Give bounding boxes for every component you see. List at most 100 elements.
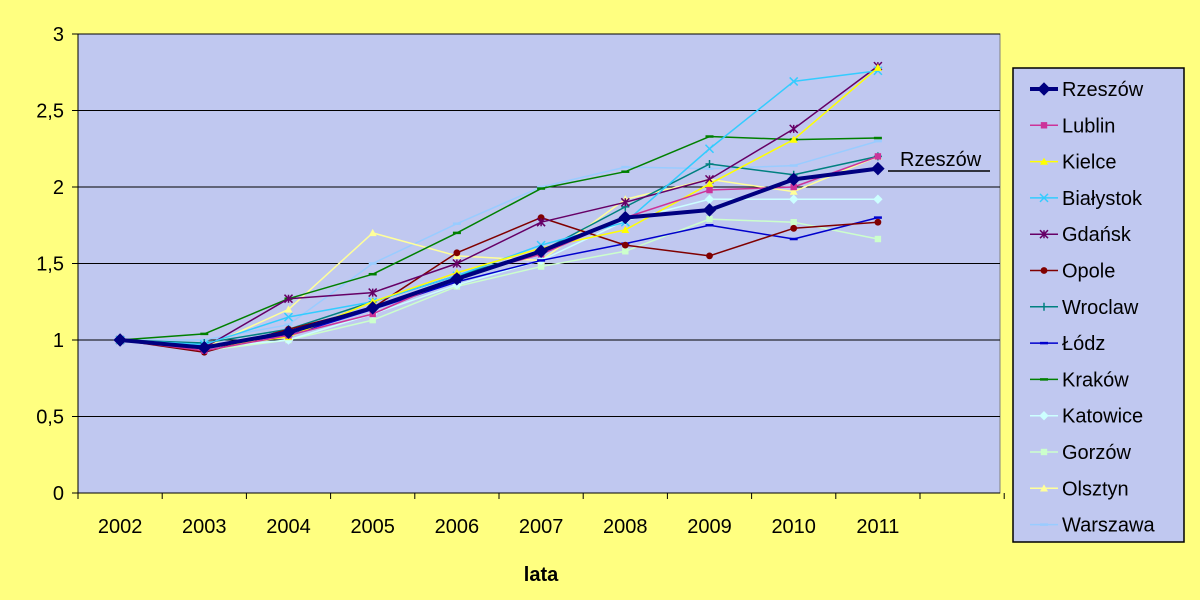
legend-item: Katowice	[1030, 406, 1143, 428]
legend-marker	[1037, 82, 1051, 96]
x-tick-label: 2009	[687, 516, 732, 538]
data-point	[283, 294, 294, 304]
data-point	[281, 325, 296, 340]
data-point	[789, 124, 799, 134]
data-point	[453, 249, 461, 257]
y-tick-label: 2	[53, 177, 64, 199]
legend-item: Olsztyn	[1030, 478, 1129, 500]
y-tick-label: 2,5	[36, 101, 64, 123]
legend-marker	[1040, 122, 1048, 129]
legend-item: Opole	[1030, 261, 1115, 283]
data-point	[536, 217, 546, 227]
data-point	[705, 160, 714, 169]
data-point	[368, 228, 377, 237]
x-tick-label: 2003	[182, 516, 227, 538]
series-line	[119, 166, 879, 350]
y-tick-label: 1	[53, 330, 64, 352]
series-line	[120, 65, 879, 349]
data-point	[706, 252, 713, 260]
data-point	[786, 172, 801, 187]
data-point	[534, 244, 548, 258]
data-point	[621, 225, 630, 234]
data-point	[790, 218, 797, 226]
data-point	[368, 288, 378, 298]
legend-label: Katowice	[1062, 406, 1143, 428]
data-point	[789, 187, 798, 195]
legend-item: Gorzów	[1030, 442, 1131, 464]
legend-label: Gorzów	[1062, 442, 1131, 464]
legend-label: Olsztyn	[1062, 478, 1129, 500]
x-tick-label: 2006	[435, 516, 480, 538]
data-point	[704, 144, 715, 154]
data-point	[706, 215, 713, 223]
legend-label: Kraków	[1062, 369, 1129, 391]
x-tick-label: 2011	[856, 516, 899, 538]
data-point	[873, 63, 882, 71]
legend-label: Warszawa	[1062, 515, 1155, 537]
data-point	[369, 316, 376, 324]
legend: Rzeszów Lublin Kielce Białystok Gdańsk Opole W…	[1030, 79, 1155, 537]
data-point	[873, 194, 883, 204]
data-point	[283, 312, 294, 322]
data-point	[537, 263, 545, 270]
legend-label: Lublin	[1062, 115, 1115, 137]
series-line	[120, 140, 879, 341]
legend-item: Kraków	[1030, 369, 1129, 391]
legend-marker	[1039, 410, 1049, 421]
data-point	[790, 224, 798, 232]
data-point	[790, 183, 797, 191]
legend-box	[1012, 67, 1185, 543]
y-tick-label: 0,5	[36, 407, 64, 429]
legend-item: Warszawa	[1030, 515, 1155, 537]
legend-label: Rzeszów	[1062, 79, 1144, 101]
legend-label: Kielce	[1062, 152, 1116, 174]
legend-label: Gdańsk	[1062, 224, 1132, 246]
series-Warszawa	[116, 139, 882, 342]
data-point	[620, 197, 630, 207]
legend-label: Wroclaw	[1062, 297, 1139, 319]
data-point	[706, 186, 713, 194]
legend-marker	[1040, 448, 1048, 456]
x-tick-label: 2008	[603, 516, 648, 538]
series-line	[120, 218, 879, 352]
data-point	[365, 301, 380, 315]
data-point	[452, 258, 462, 269]
data-point	[789, 76, 799, 86]
series-line	[120, 155, 879, 349]
data-point	[618, 210, 633, 225]
data-point	[622, 248, 629, 255]
y-tick-label: 1,5	[36, 254, 64, 276]
x-tick-label: 2002	[98, 516, 143, 538]
data-point	[874, 153, 882, 160]
data-point	[789, 135, 798, 143]
x-tick-labels: 2002 2003 2004 2005 2006 2007 2008 2009 2010 2011	[77, 493, 1005, 538]
data-point	[450, 272, 464, 286]
data-point	[705, 179, 714, 188]
legend-label: Łódz	[1062, 333, 1105, 355]
legend-item: Rzeszów	[1030, 79, 1144, 101]
x-tick-label: 2005	[350, 516, 395, 538]
series-lines	[113, 61, 885, 356]
data-point	[197, 340, 212, 355]
legend-marker	[1040, 484, 1048, 492]
legend-marker	[1040, 302, 1048, 311]
x-axis-title: lata	[524, 564, 559, 586]
data-point	[704, 194, 715, 204]
legend-item: Białystok	[1030, 188, 1143, 210]
series-line	[120, 135, 878, 341]
data-point	[788, 194, 799, 204]
legend-item: Wroclaw	[1030, 297, 1139, 319]
data-point	[874, 218, 882, 226]
y-tick-labels: 0 0,5 1 1,5 2 2,5 3	[36, 24, 78, 505]
data-point	[702, 203, 717, 217]
data-point	[874, 235, 882, 243]
legend-item: Łódz	[1030, 333, 1105, 355]
series-line	[120, 67, 879, 349]
y-tick-label: 0	[53, 483, 64, 505]
y-tick-label: 3	[53, 24, 64, 46]
x-tick-label: 2004	[266, 516, 311, 538]
rzeszow-annotation: Rzeszów	[900, 149, 982, 171]
legend-marker	[1039, 193, 1049, 203]
legend-marker	[1039, 229, 1049, 239]
